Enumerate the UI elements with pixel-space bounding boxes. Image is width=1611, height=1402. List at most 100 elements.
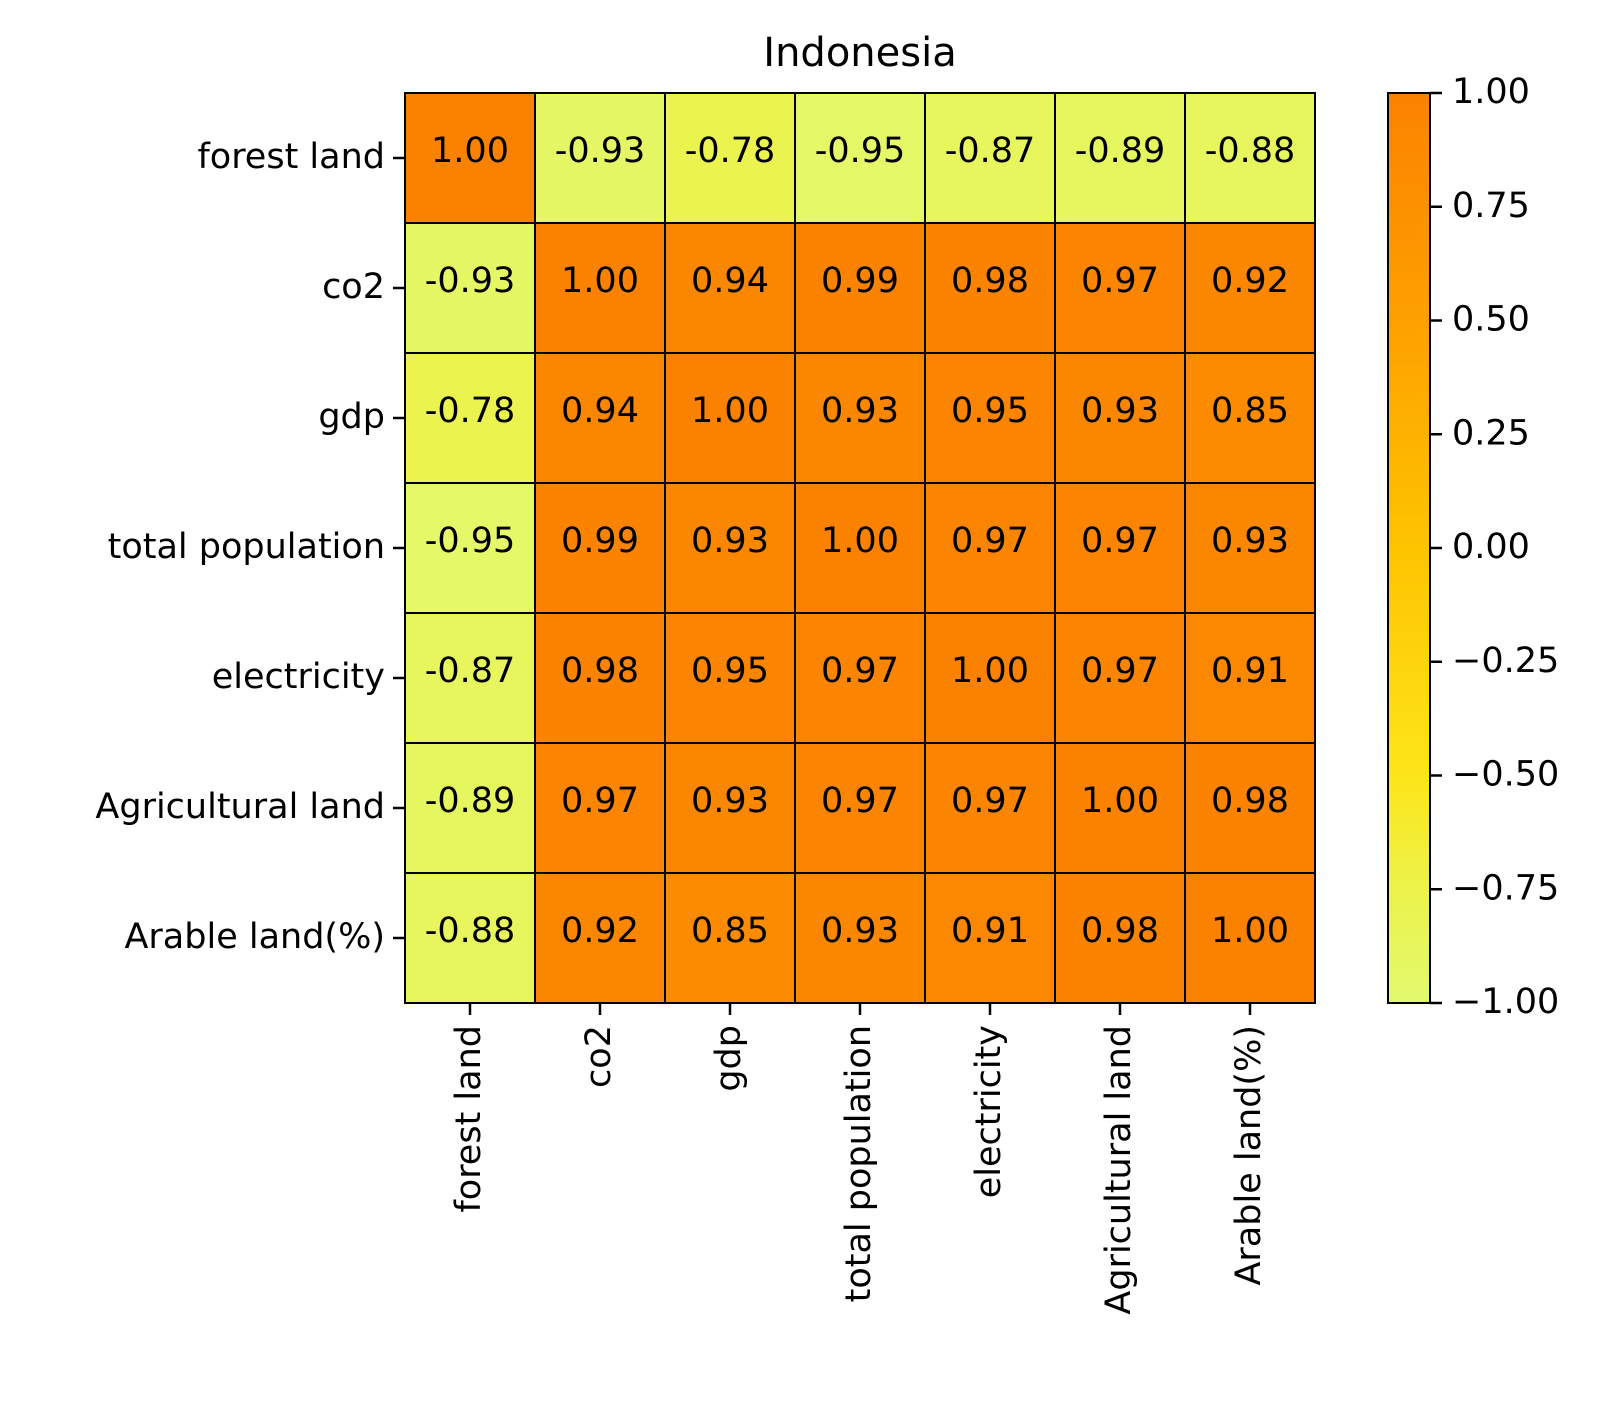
- heatmap-cell: [404, 92, 536, 224]
- cell-value-label: 0.93: [691, 521, 769, 561]
- x-tick-label: electricity: [969, 1025, 1009, 1198]
- heatmap-cell: [794, 482, 926, 614]
- cell-value-label: 0.99: [561, 521, 639, 561]
- heatmap-cell: [924, 872, 1056, 1004]
- cell-value-label: 0.92: [561, 911, 639, 951]
- cell-value-label: 0.97: [1081, 651, 1159, 691]
- cell-value-label: 0.97: [1081, 521, 1159, 561]
- cell-value-label: 0.99: [821, 261, 899, 301]
- heatmap-cell: [1054, 482, 1186, 614]
- colorbar-tick-label: 0.25: [1452, 413, 1530, 453]
- cell-value-label: 1.00: [1081, 781, 1159, 821]
- x-tick-label: Agricultural land: [1099, 1025, 1139, 1315]
- heatmap-cell: [924, 352, 1056, 484]
- heatmap-cell: [534, 742, 666, 874]
- heatmap-cell: [1184, 222, 1316, 354]
- cell-value-label: 0.98: [951, 261, 1029, 301]
- heatmap-cell: [1054, 872, 1186, 1004]
- cell-value-label: 0.91: [951, 911, 1029, 951]
- cell-value-label: 0.85: [691, 911, 769, 951]
- cell-value-label: 0.97: [951, 781, 1029, 821]
- cell-value-label: 1.00: [561, 261, 639, 301]
- y-tick-label: forest land: [197, 137, 385, 177]
- cell-value-label: 0.97: [821, 651, 899, 691]
- heatmap-cell: [1184, 742, 1316, 874]
- heatmap-cell: [534, 352, 666, 484]
- cell-value-label: 0.97: [821, 781, 899, 821]
- x-tick-label: co2: [579, 1025, 619, 1088]
- heatmap-cell: [534, 482, 666, 614]
- cell-value-label: -0.87: [425, 651, 516, 691]
- heatmap-cell: [664, 872, 796, 1004]
- y-tick-label: Arable land(%): [124, 917, 385, 957]
- heatmap-cell: [1054, 352, 1186, 484]
- cell-value-label: -0.89: [425, 781, 516, 821]
- cell-value-label: 0.95: [691, 651, 769, 691]
- heatmap-cell: [794, 872, 926, 1004]
- cell-value-label: -0.88: [1205, 131, 1296, 171]
- colorbar-tick-label: −0.25: [1452, 641, 1559, 681]
- heatmap-cell: [404, 612, 536, 744]
- cell-value-label: 0.94: [691, 261, 769, 301]
- colorbar-tick-label: −0.50: [1452, 755, 1559, 795]
- y-tick-label: Agricultural land: [95, 787, 385, 827]
- heatmap-cell: [794, 352, 926, 484]
- cell-value-label: -0.93: [555, 131, 646, 171]
- heatmap-cell: [664, 352, 796, 484]
- heatmap-cells: [404, 92, 1316, 1004]
- cell-value-label: 0.92: [1211, 261, 1289, 301]
- cell-value-label: 1.00: [821, 521, 899, 561]
- x-tick-label: Arable land(%): [1229, 1025, 1269, 1286]
- cell-value-label: -0.88: [425, 911, 516, 951]
- cell-value-label: 0.98: [561, 651, 639, 691]
- cell-value-label: 1.00: [691, 391, 769, 431]
- heatmap-cell: [1184, 352, 1316, 484]
- cell-value-label: 0.98: [1211, 781, 1289, 821]
- cell-value-label: 0.93: [691, 781, 769, 821]
- cell-value-label: 0.94: [561, 391, 639, 431]
- heatmap-cell: [1184, 872, 1316, 1004]
- x-axis: forest land co2 gdp total population electri…: [449, 1003, 1269, 1315]
- colorbar-tick-label: 0.75: [1452, 186, 1530, 226]
- heatmap-cell: [1184, 482, 1316, 614]
- cell-value-label: -0.95: [425, 521, 516, 561]
- colorbar-tick-label: 1.00: [1452, 72, 1530, 112]
- cell-value-label: -0.89: [1075, 131, 1166, 171]
- cell-value-label: -0.78: [685, 131, 776, 171]
- x-tick-label: total population: [839, 1025, 879, 1302]
- y-tick-label: electricity: [212, 657, 385, 697]
- cell-value-label: 0.97: [561, 781, 639, 821]
- cell-value-label: 1.00: [951, 651, 1029, 691]
- cell-value-label: 0.91: [1211, 651, 1289, 691]
- y-tick-label: total population: [108, 527, 385, 567]
- cell-value-label: 1.00: [431, 131, 509, 171]
- cell-value-label: -0.93: [425, 261, 516, 301]
- cell-value-label: 0.98: [1081, 911, 1159, 951]
- y-tick-label: gdp: [318, 397, 385, 437]
- heatmap-cell: [794, 92, 926, 224]
- heatmap-cell: [664, 742, 796, 874]
- heatmap-cell: [664, 222, 796, 354]
- colorbar-tick-label: 0.00: [1452, 527, 1530, 567]
- y-tick-label: co2: [322, 267, 385, 307]
- chart-title: Indonesia: [763, 30, 956, 76]
- cell-value-label: 0.97: [1081, 261, 1159, 301]
- cell-value-label: 0.95: [951, 391, 1029, 431]
- colorbar-tick-label: −1.00: [1452, 982, 1559, 1022]
- cell-value-label: 1.00: [1211, 911, 1289, 951]
- colorbar-bar: [1387, 92, 1431, 1004]
- cell-value-label: 0.97: [951, 521, 1029, 561]
- x-tick-label: forest land: [449, 1025, 489, 1213]
- heatmap-cell: [404, 482, 536, 614]
- heatmap-cell-labels: 1.00 -0.93 -0.78 -0.95 -0.87 -0.89 -0.88 -0.93 1…: [425, 131, 1296, 951]
- cell-value-label: 0.93: [1081, 391, 1159, 431]
- heatmap-cell: [404, 872, 536, 1004]
- y-axis: forest land co2 gdp total population electri…: [95, 137, 405, 957]
- heatmap-cell: [404, 742, 536, 874]
- heatmap-cell: [1054, 92, 1186, 224]
- heatmap-cell: [534, 92, 666, 224]
- cell-value-label: -0.78: [425, 391, 516, 431]
- cell-value-label: 0.93: [821, 911, 899, 951]
- colorbar: 1.00 0.75 0.50 0.25 0.00 −0.25 −0.50 −0.75 −1.00: [1387, 72, 1559, 1022]
